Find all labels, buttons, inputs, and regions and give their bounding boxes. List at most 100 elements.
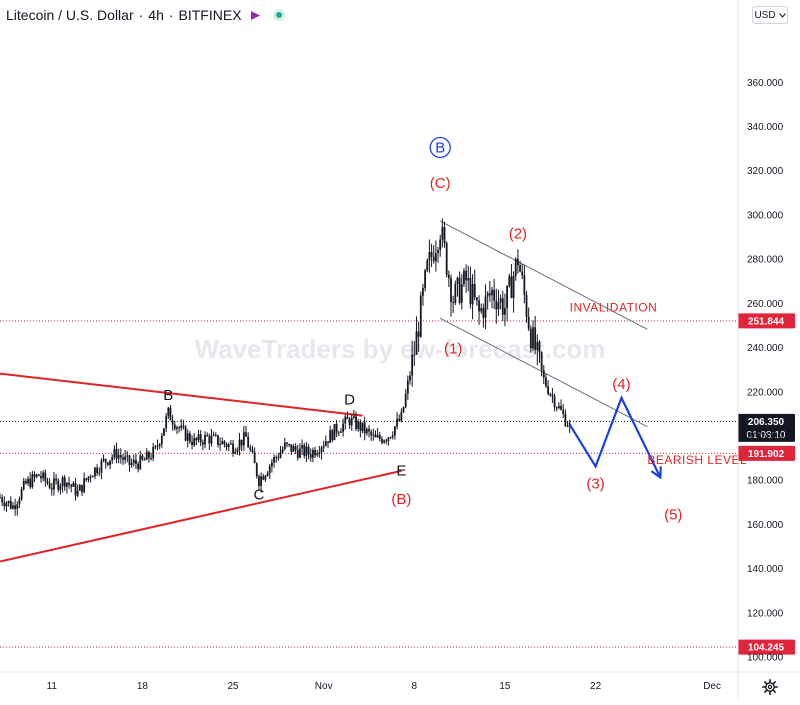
candle-body [404,393,407,407]
candle-body [160,435,163,445]
candle-body [463,270,465,285]
exchange-label: BITFINEX [178,7,242,23]
candle-body [333,423,336,441]
candle-body [296,450,299,458]
flag-icon[interactable] [250,10,261,21]
candle-body [206,434,209,437]
candle-body [180,425,183,429]
candle-body [68,482,70,485]
y-tick-label: 140.000 [747,564,784,575]
candle-body [81,484,83,493]
candle-body [305,446,308,456]
candle-body [374,434,377,438]
candle-body [290,444,293,452]
candle-body [422,288,424,296]
candle-body [234,452,237,454]
y-tick-label: 260.000 [747,299,784,310]
x-tick-label: Nov [315,681,333,692]
price-tag-value: 251.844 [748,316,785,327]
candle-body [275,456,278,458]
candle-body [70,484,73,487]
candle-body [59,485,62,490]
x-tick-label: 15 [499,681,511,692]
wave-label: E [396,462,406,479]
candle-body [89,476,92,478]
candle-body [419,295,422,337]
candle-body [55,478,58,481]
x-tick-label: 25 [227,681,239,692]
candle-body [398,418,401,421]
candle-body [111,456,114,461]
price-tag [738,639,795,655]
candle-body [264,475,267,480]
candle-body [35,474,38,477]
candle-body [363,422,366,434]
candle-body [87,476,90,480]
candle-body [208,436,211,444]
candle-body [119,455,122,458]
candle-body [456,277,459,284]
currency-label: USD [754,9,776,21]
symbol-header[interactable]: Litecoin / U.S. Dollar · 4h · BITFINEX [6,5,285,25]
gear-icon[interactable] [762,679,778,695]
candle-body [57,480,60,490]
candle-body [72,482,75,487]
candle-body [381,438,383,443]
candle-body [40,475,42,479]
candle-body [238,439,241,450]
candle-body [413,354,416,356]
currency-button[interactable]: USD [752,6,788,24]
candle-body [102,458,105,461]
candle-body [277,457,280,459]
candle-body [331,430,334,441]
candle-body [249,447,252,450]
candle-body [46,480,49,484]
wave-label: (3) [586,476,604,493]
candle-body [225,444,228,448]
candle-body [547,386,550,394]
candle-body [337,432,340,434]
candle-body [217,435,219,445]
candle-body [514,258,517,276]
candle-body [98,472,101,474]
candle-body [385,440,388,442]
candle-body [124,456,127,460]
candle-body [7,501,10,504]
candle-body [53,478,55,490]
price-tag-value: 104.245 [748,643,785,654]
wave-label: B [435,140,445,157]
candle-body [486,293,489,297]
candle-body [288,444,291,446]
candle-body [184,426,187,441]
candle-body [268,466,271,474]
price-tag [738,445,795,461]
candle-body [199,434,202,443]
candle-body [430,252,433,257]
candle-body [417,331,420,337]
candle-body [307,446,310,455]
candle-body [529,328,532,349]
countdown-timer: 01:08:10 [747,430,786,441]
symbol-name: Litecoin / U.S. Dollar [6,7,134,23]
candle-body [210,435,213,444]
candle-body [188,433,191,442]
candle-body [415,331,418,355]
candle-body [61,477,64,486]
header-separator-1: · [138,7,144,23]
wave-label: B [163,387,173,404]
price-tag-value: 191.902 [748,449,785,460]
candle-body [236,449,239,453]
candle-body [437,250,439,254]
candle-body [335,423,338,433]
candle-body [85,478,88,480]
candle-body [314,450,316,456]
candle-body [273,456,275,463]
candle-body [443,227,446,244]
candle-body [158,444,161,446]
candle-body [553,396,556,408]
y-tick-label: 340.000 [747,122,784,133]
candle-body [42,472,45,479]
candle-body [368,428,370,432]
